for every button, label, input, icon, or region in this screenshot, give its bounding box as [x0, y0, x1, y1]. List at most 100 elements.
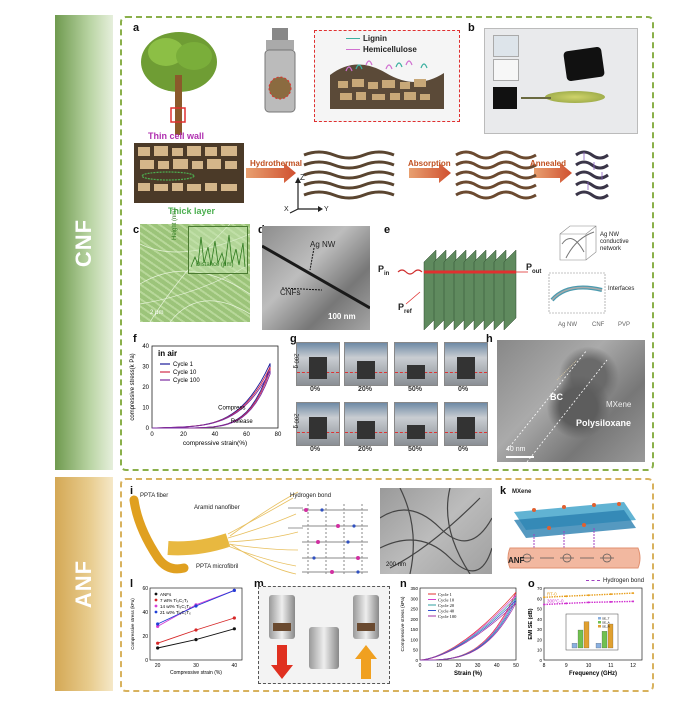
- label-microfibril: PPTA microfibril: [196, 564, 239, 570]
- compression-photo: [296, 402, 340, 446]
- chart-o-ytick: 20: [537, 637, 543, 642]
- legend-lignin: Lignin: [346, 34, 387, 43]
- chart-o-point: [632, 592, 635, 595]
- chart-l-legend-swatch: [154, 598, 158, 602]
- molecule-structure: [302, 504, 368, 576]
- chart-o-inset-legend-swatch: [598, 625, 601, 628]
- sample-block: [407, 365, 425, 379]
- legend-hbond-k: Hydrogen bond: [586, 578, 644, 584]
- anf-side-label: ANF: [55, 477, 113, 691]
- chart-l-point: [156, 641, 160, 645]
- panel-label-a: a: [133, 22, 140, 34]
- panel-label-m: m: [254, 578, 264, 590]
- chart-o-point: [543, 596, 545, 599]
- afm-image-c: [140, 224, 250, 322]
- chart-o: 8 9 10 11 12 0 10 20 30 40 50 60 70 Frequency (GHz) EM…: [528, 586, 643, 677]
- interfaces-label: Interfaces: [608, 286, 635, 292]
- chart-l-ytick: 60: [142, 586, 148, 592]
- panel-label-g: g: [290, 333, 297, 345]
- chart-o-inset-bar: [607, 623, 614, 649]
- chart-n-ylabel: Compressive stress (kPa): [400, 596, 406, 651]
- chart-o-xtick: 11: [608, 663, 613, 669]
- label-hbond-i: Hydrogen bond: [290, 493, 332, 499]
- reactor-illustration: [264, 28, 296, 113]
- chart-n-ytick: 300: [410, 596, 418, 601]
- label-polysiloxane: Polysiloxane: [576, 418, 632, 428]
- chart-l-xtick: 30: [193, 663, 199, 669]
- chart-f-annotation: Release: [231, 419, 254, 425]
- chart-l-ylabel: Compressive stress (kPa): [130, 598, 135, 650]
- p-ref: Pref: [398, 302, 412, 315]
- axis-y: Y: [324, 206, 329, 213]
- afm-scale: 2 μm: [150, 310, 164, 316]
- step-absorption: Absorption: [408, 159, 451, 168]
- chart-n-legend-label: Cycle 10: [438, 597, 455, 602]
- chart-o-xtick: 8: [543, 663, 546, 669]
- chart-o-ytick: 30: [537, 627, 543, 632]
- chart-o-ylabel: EMI SE (dB): [528, 608, 534, 639]
- panel-label-o: o: [528, 578, 535, 590]
- chart-o-ytick: 50: [537, 607, 543, 612]
- chart-f-xlabel: compressive strain(%): [183, 440, 247, 447]
- tree-illustration: [141, 32, 217, 135]
- chart-l-ytick: 0: [145, 658, 148, 664]
- chart-o-point: [609, 593, 612, 596]
- compression-photo: [344, 342, 388, 386]
- chart-o-inset-legend-label: SE_T: [602, 617, 610, 621]
- network-label: Ag NW conductive network: [600, 232, 629, 252]
- mxene-anf-illustration: [507, 502, 641, 569]
- chart-f-xtick: 0: [150, 432, 154, 438]
- chart-l-point: [156, 624, 160, 628]
- label-agnw: Ag NW: [310, 240, 336, 249]
- legend-cnf: CNF: [592, 322, 605, 328]
- chart-o-frame: [543, 587, 643, 661]
- chart-f-legend-label: Cycle 1: [173, 362, 194, 368]
- chart-l: 20 30 40 0 20 40 60 Compressive strain (%) Compr…: [130, 586, 243, 676]
- chart-n-xtick: 30: [475, 663, 481, 669]
- chart-n-ytick: 150: [410, 627, 418, 632]
- chart-o-point: [587, 601, 590, 604]
- chart-l-xtick: 40: [232, 663, 238, 669]
- chart-o-inset-legend-swatch: [598, 621, 601, 624]
- chart-n-xtick: 50: [513, 663, 519, 669]
- chart-n-ytick: 200: [410, 617, 418, 622]
- chart-f-frame: [151, 345, 279, 429]
- panel-label-d: d: [258, 224, 265, 236]
- chart-o-point: [543, 603, 545, 606]
- chart-l-point: [232, 616, 236, 620]
- chart-o-ytick: 70: [537, 586, 543, 591]
- chart-l-point: [156, 646, 160, 650]
- label-cnfs: CNFs: [280, 288, 301, 297]
- panel-label-e: e: [384, 224, 391, 236]
- strain-label: 0%: [310, 446, 321, 453]
- chart-l-point: [156, 622, 160, 626]
- tem-image-j: [380, 488, 492, 574]
- legend-hemicellulose: Hemicellulose: [346, 45, 417, 54]
- thin-cell-wall-label: Thin cell wall: [148, 131, 205, 141]
- chart-l-frame: [149, 587, 243, 661]
- afm-xlabel: Distance (μm): [196, 262, 234, 268]
- sample-block: [457, 417, 475, 439]
- chart-o-ytick: 0: [539, 658, 542, 663]
- chart-n-ytick: 350: [410, 586, 418, 591]
- label-aramid: Aramid nanofiber: [194, 505, 240, 511]
- chart-n-xtick: 20: [456, 663, 462, 669]
- chart-o-point: [632, 600, 635, 603]
- chart-o-inset-bar: [583, 621, 590, 649]
- strain-label: 50%: [408, 386, 423, 393]
- cnf-frame: [120, 16, 654, 471]
- label-mxene-k: MXene: [512, 489, 532, 495]
- axes-icon: [289, 177, 323, 214]
- chart-l-point: [194, 628, 198, 632]
- compression-photo: [296, 342, 340, 386]
- aramid-illustration: [129, 491, 303, 575]
- chart-o-inset-legend-label: SE_A: [602, 621, 610, 625]
- chart-l-ytick: 40: [142, 610, 148, 616]
- sample-block: [357, 361, 375, 379]
- force-label: 200 g: [292, 413, 299, 429]
- chart-l-point: [232, 627, 236, 631]
- thick-layer-label: Thick layer: [168, 206, 216, 216]
- chart-l-legend-label: ANFs: [160, 592, 172, 597]
- chart-o-series-label: 300°C-0: [547, 598, 564, 603]
- chart-o-xtick: 10: [586, 663, 592, 669]
